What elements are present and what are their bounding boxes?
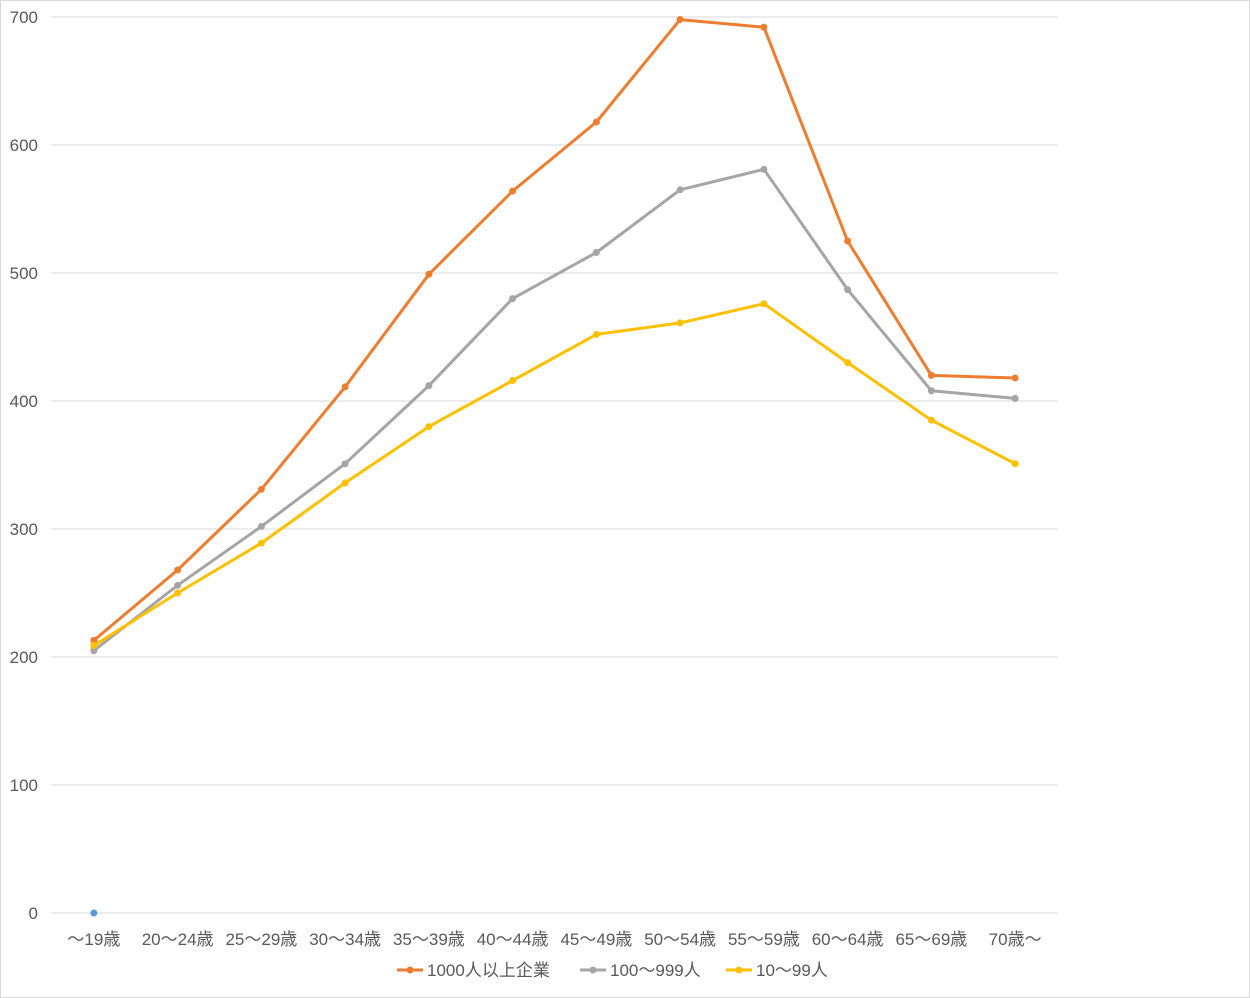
x-tick-label-6: 45～49歳 <box>560 930 632 949</box>
data-point-s0-3 <box>341 383 349 391</box>
x-tick-label-3: 30～34歳 <box>309 930 381 949</box>
y-tick-label-400: 400 <box>10 392 38 411</box>
legend-swatch-marker-1 <box>589 966 597 974</box>
x-tick-label-2: 25～29歳 <box>225 930 297 949</box>
legend-swatch-marker-2 <box>735 966 743 974</box>
x-tick-label-4: 35～39歳 <box>393 930 465 949</box>
data-point-s1-8 <box>760 165 768 173</box>
series-lines <box>92 18 1017 653</box>
data-point-s1-5 <box>509 295 517 303</box>
y-tick-label-500: 500 <box>10 264 38 283</box>
data-point-s2-10 <box>927 416 935 424</box>
data-point-s2-1 <box>174 589 182 597</box>
data-point-s1-10 <box>927 387 935 395</box>
y-tick-label-300: 300 <box>10 520 38 539</box>
data-point-s0-11 <box>1011 374 1019 382</box>
data-point-s2-11 <box>1011 460 1019 468</box>
data-point-s2-2 <box>257 539 265 547</box>
data-point-s2-6 <box>592 330 600 338</box>
y-axis-tick-labels: 0 100 200 300 400 500 600 700 <box>10 8 38 923</box>
data-point-s0-2 <box>257 485 265 493</box>
series-line-1 <box>92 167 1017 653</box>
y-tick-label-0: 0 <box>29 904 38 923</box>
data-point-s0-9 <box>844 237 852 245</box>
series-markers <box>90 16 1019 917</box>
legend-label-1: 100～999人 <box>610 961 701 980</box>
data-point-s0-5 <box>509 187 517 195</box>
data-point-s0-4 <box>425 270 433 278</box>
y-tick-label-600: 600 <box>10 136 38 155</box>
data-point-s0-6 <box>592 118 600 126</box>
data-point-s1-9 <box>844 286 852 294</box>
y-tick-label-700: 700 <box>10 8 38 27</box>
data-point-s2-4 <box>425 423 433 431</box>
data-point-s1-2 <box>257 522 265 530</box>
data-point-s0-0 <box>90 636 98 644</box>
legend: 1000人以上企業 100～999人 10～99人 <box>397 961 828 980</box>
y-tick-label-100: 100 <box>10 776 38 795</box>
data-point-s2-0 <box>90 641 98 649</box>
data-point-s1-3 <box>341 460 349 468</box>
series-line-0 <box>92 18 1017 642</box>
data-point-s2-8 <box>760 300 768 308</box>
series-line-2 <box>92 302 1017 647</box>
x-axis-tick-labels: ～19歳 20～24歳 25～29歳 30～34歳 35～39歳 40～44歳 45～49歳… <box>67 930 1041 949</box>
data-point-s0-7 <box>676 16 684 24</box>
x-tick-label-8: 55～59歳 <box>728 930 800 949</box>
legend-swatch-marker-0 <box>406 966 414 974</box>
y-tick-label-200: 200 <box>10 648 38 667</box>
x-tick-label-11: 70歳～ <box>989 930 1042 949</box>
data-point-s1-1 <box>174 581 182 589</box>
gridlines <box>52 16 1057 914</box>
data-point-s0-1 <box>174 566 182 574</box>
legend-label-2: 10～99人 <box>756 961 828 980</box>
data-point-s0-8 <box>760 23 768 31</box>
data-point-s1-0 <box>90 647 98 655</box>
x-tick-label-5: 40～44歳 <box>477 930 549 949</box>
x-tick-label-1: 20～24歳 <box>142 930 214 949</box>
data-point-s1-4 <box>425 382 433 390</box>
data-point-s2-9 <box>844 359 852 367</box>
stray-data-point <box>90 909 98 917</box>
data-point-s1-11 <box>1011 394 1019 402</box>
x-tick-label-0: ～19歳 <box>67 930 120 949</box>
data-point-s1-7 <box>676 186 684 194</box>
legend-label-0: 1000人以上企業 <box>427 961 550 980</box>
x-tick-label-10: 65～69歳 <box>895 930 967 949</box>
data-point-s0-10 <box>927 371 935 379</box>
data-point-s2-3 <box>341 479 349 487</box>
x-tick-label-9: 60～64歳 <box>812 930 884 949</box>
data-point-s1-6 <box>592 249 600 257</box>
x-tick-label-7: 50～54歳 <box>644 930 716 949</box>
data-point-s2-5 <box>509 377 517 385</box>
data-point-s2-7 <box>676 319 684 327</box>
